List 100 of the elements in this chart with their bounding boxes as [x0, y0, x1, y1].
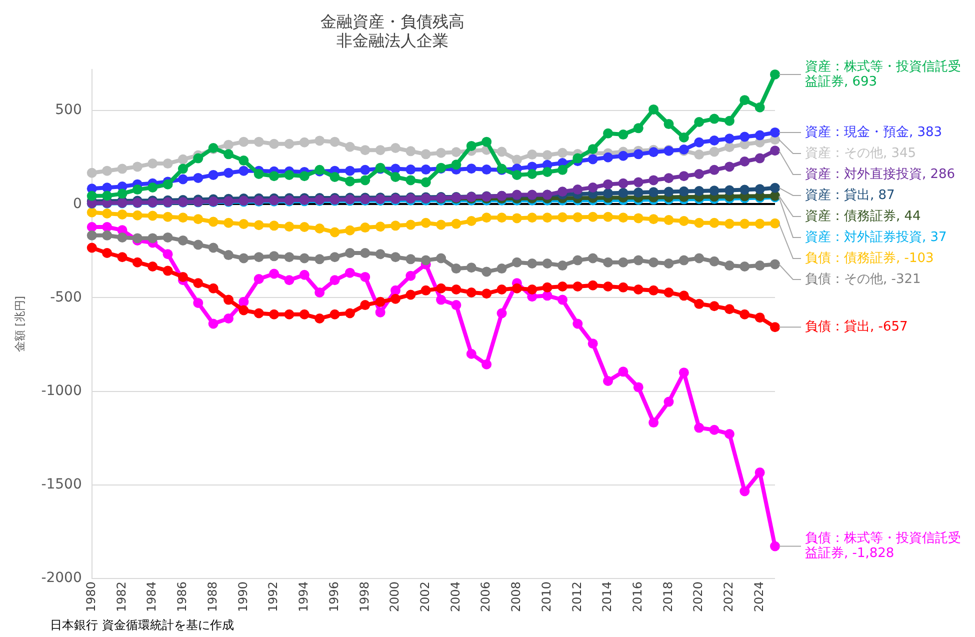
- text: 資産：対外直接投資, 286: [805, 166, 956, 182]
- point: [314, 314, 325, 324]
- x-tick-label: 2002: [418, 581, 432, 612]
- point: [588, 154, 598, 164]
- text: 負債：貸出, -657: [805, 319, 908, 334]
- point: [678, 368, 689, 378]
- point: [375, 145, 386, 156]
- point: [208, 170, 218, 180]
- point: [86, 190, 97, 201]
- point: [86, 242, 97, 253]
- point: [208, 242, 218, 253]
- point: [178, 272, 188, 282]
- chart-subtitle: 非金融法人企業: [336, 30, 448, 50]
- point: [557, 294, 568, 305]
- point: [436, 294, 446, 305]
- point: [254, 252, 264, 262]
- point: [664, 215, 674, 226]
- point: [390, 252, 400, 262]
- point: [178, 154, 188, 164]
- point: [117, 188, 128, 199]
- point: [102, 166, 112, 176]
- point: [360, 164, 370, 175]
- point: [224, 294, 234, 305]
- point: [360, 222, 370, 233]
- point: [208, 283, 218, 294]
- point: [694, 298, 704, 309]
- point: [740, 95, 750, 106]
- point: [284, 170, 294, 180]
- point: [664, 186, 674, 197]
- x-tick-label: 1992: [266, 581, 280, 612]
- x-tick-label: 2016: [630, 581, 644, 612]
- x-tick-label: 2022: [722, 581, 736, 612]
- point: [482, 359, 492, 370]
- point: [406, 290, 416, 300]
- point: [451, 218, 462, 229]
- point: [451, 264, 462, 274]
- point: [390, 294, 400, 304]
- point: [633, 382, 644, 392]
- x-tick-label: 1980: [84, 581, 98, 612]
- x-tick-label: 2000: [388, 581, 402, 612]
- point: [390, 285, 400, 296]
- point: [224, 149, 234, 160]
- point: [132, 210, 142, 220]
- point: [633, 123, 644, 134]
- point: [512, 283, 522, 294]
- point: [360, 300, 370, 310]
- point: [603, 282, 614, 292]
- point: [466, 287, 476, 298]
- point: [648, 418, 659, 428]
- point: [344, 176, 355, 186]
- y-axis-title: 金額 [兆円]: [13, 296, 26, 352]
- point: [512, 170, 522, 180]
- point: [588, 253, 598, 264]
- point: [694, 186, 704, 196]
- point: [588, 144, 598, 154]
- text: 資産：現金・預金, 383: [805, 124, 942, 140]
- point: [466, 262, 476, 273]
- point: [224, 140, 234, 150]
- point: [557, 164, 568, 175]
- point: [132, 184, 142, 195]
- point: [269, 171, 280, 182]
- point: [754, 468, 765, 478]
- point: [269, 138, 280, 149]
- x-tick-label: 2018: [660, 581, 675, 612]
- point: [284, 309, 294, 320]
- y-tick-label: -500: [50, 289, 82, 306]
- point: [527, 284, 538, 294]
- point: [102, 182, 112, 193]
- point: [648, 104, 659, 114]
- point: [648, 147, 659, 158]
- point: [314, 287, 325, 298]
- point: [633, 284, 644, 294]
- point: [148, 158, 158, 169]
- point: [709, 136, 720, 146]
- x-tick-label: 2012: [570, 581, 584, 612]
- point: [299, 270, 310, 280]
- y-tick-label: -1500: [41, 476, 82, 493]
- point: [694, 169, 704, 180]
- point: [193, 172, 204, 183]
- point: [132, 162, 142, 172]
- point: [420, 255, 431, 266]
- point: [344, 225, 355, 236]
- point: [102, 248, 112, 258]
- point: [420, 218, 431, 228]
- point: [466, 348, 476, 359]
- x-tick-label: 2020: [691, 581, 706, 612]
- point: [314, 254, 325, 264]
- point: [238, 218, 249, 229]
- point: [269, 309, 280, 320]
- point: [527, 258, 538, 268]
- text: 資産：対外証券投資, 37: [805, 230, 947, 245]
- point: [618, 178, 628, 188]
- point: [360, 248, 370, 258]
- point: [664, 173, 674, 184]
- point: [648, 175, 659, 186]
- point: [162, 212, 173, 222]
- point: [572, 184, 583, 195]
- point: [375, 249, 386, 260]
- point: [344, 308, 355, 318]
- point: [238, 166, 249, 176]
